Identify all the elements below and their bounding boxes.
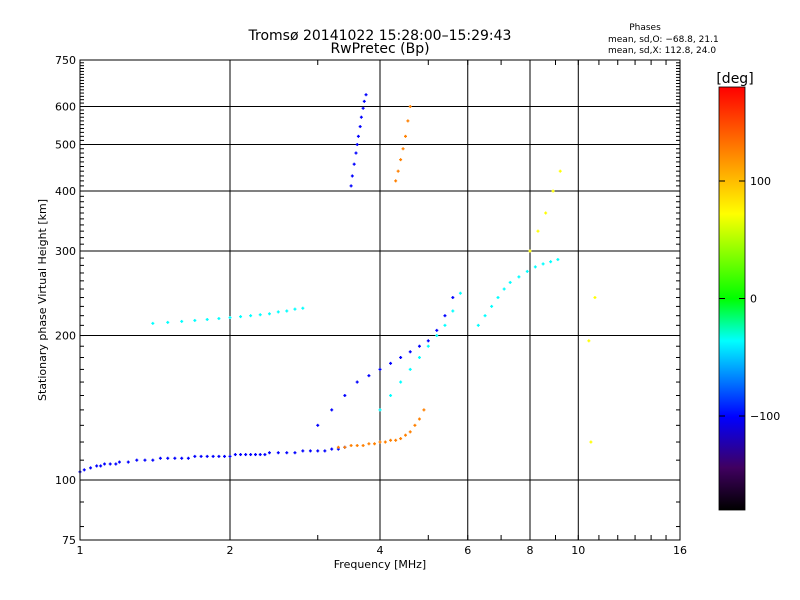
phases-title: Phases xyxy=(629,23,661,33)
x-axis-ticks: 1 2 4 6 8 10 16 xyxy=(77,60,687,557)
y-tick-label: 750 xyxy=(55,54,76,67)
chart-subtitle: RwPretec (Bp) xyxy=(330,41,429,57)
colorbar-label: [deg] xyxy=(716,71,753,87)
data-points-layer xyxy=(78,93,597,474)
y-tick-label: 300 xyxy=(55,245,76,258)
colorbar-ticks: 100 0 −100 xyxy=(719,175,780,423)
x-tick-label: 4 xyxy=(377,544,384,557)
colorbar-tick-label: 100 xyxy=(750,175,771,188)
x-tick-label: 2 xyxy=(227,544,234,557)
y-tick-label: 100 xyxy=(55,474,76,487)
y-tick-label: 500 xyxy=(55,139,76,152)
x-tick-label: 10 xyxy=(571,544,585,557)
grid-layer xyxy=(80,60,680,540)
y-tick-label: 200 xyxy=(55,330,76,343)
y-tick-label: 400 xyxy=(55,185,76,198)
colorbar-tick-label: −100 xyxy=(750,410,780,423)
x-tick-label: 16 xyxy=(673,544,687,557)
x-tick-label: 1 xyxy=(77,544,84,557)
y-tick-label: 75 xyxy=(62,534,76,547)
x-tick-label: 8 xyxy=(527,544,534,557)
x-tick-label: 6 xyxy=(464,544,471,557)
y-axis-ticks: 75 100 200 300 400 500 600 750 xyxy=(55,54,680,547)
y-tick-label: 600 xyxy=(55,101,76,114)
y-axis-label: Stationary phase Virtual Height [km] xyxy=(36,199,49,401)
colorbar-tick-label: 0 xyxy=(750,293,757,306)
phases-line-x: mean, sd,X: 112.8, 24.0 xyxy=(608,46,716,56)
chart-title: Tromsø 20141022 15:28:00–15:29:43 xyxy=(248,28,512,44)
phases-line-o: mean, sd,O: −68.8, 21.1 xyxy=(608,35,719,45)
x-axis-label: Frequency [MHz] xyxy=(334,558,426,571)
